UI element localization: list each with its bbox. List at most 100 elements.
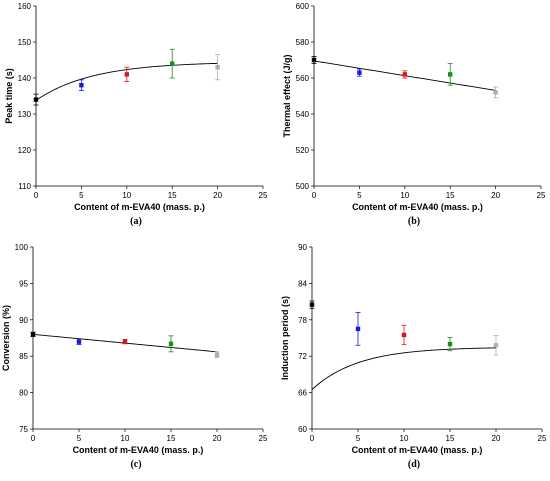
y-axis-title: Induction period (s) <box>280 296 290 380</box>
y-tick-label: 130 <box>18 110 32 119</box>
y-tick-label: 60 <box>298 425 307 434</box>
data-point <box>214 351 220 359</box>
marker <box>76 339 82 344</box>
y-tick-label: 75 <box>19 425 28 434</box>
data-point <box>168 335 174 353</box>
panel-label: (c) <box>130 459 141 470</box>
x-tick-label: 20 <box>492 434 501 443</box>
y-tick-label: 90 <box>298 243 307 252</box>
x-tick-label: 15 <box>446 191 455 200</box>
marker <box>402 72 407 77</box>
x-tick-label: 20 <box>491 191 500 200</box>
marker <box>170 61 175 66</box>
y-tick-label: 500 <box>296 182 310 191</box>
data-point <box>169 48 175 79</box>
data-point <box>401 324 407 346</box>
x-tick-label: 5 <box>77 434 82 443</box>
marker <box>124 72 129 77</box>
y-tick-label: 560 <box>296 74 310 83</box>
y-tick-label: 540 <box>296 110 310 119</box>
marker <box>214 352 220 357</box>
panel-label: (a) <box>130 216 142 227</box>
y-axis-title: Peak time (s) <box>4 68 14 124</box>
x-tick-label: 5 <box>79 191 84 200</box>
y-tick-label: 520 <box>296 146 310 155</box>
data-point <box>76 338 82 345</box>
y-tick-label: 84 <box>298 279 307 288</box>
x-tick-label: 0 <box>312 191 317 200</box>
y-tick-label: 85 <box>19 352 28 361</box>
y-tick-label: 72 <box>298 352 307 361</box>
x-tick-label: 15 <box>168 191 177 200</box>
x-tick-label: 20 <box>213 434 222 443</box>
data-point <box>356 68 362 77</box>
y-tick-label: 110 <box>18 182 31 191</box>
x-tick-label: 5 <box>356 434 361 443</box>
y-tick-label: 95 <box>19 279 28 288</box>
data-point <box>402 70 408 79</box>
marker <box>311 57 317 63</box>
y-tick-label: 580 <box>296 38 310 47</box>
marker <box>168 341 174 347</box>
y-axis-title: Thermal effect (J/g) <box>282 54 292 137</box>
marker <box>79 83 84 88</box>
y-tick-label: 140 <box>18 74 32 83</box>
data-point <box>355 312 361 346</box>
x-tick-label: 0 <box>34 191 39 200</box>
data-point <box>493 86 499 99</box>
marker <box>215 65 220 70</box>
marker <box>355 326 361 332</box>
y-tick-label: 600 <box>296 2 310 11</box>
x-axis-title: Content of m-EVA40 (mass. p.) <box>352 445 483 455</box>
y-tick-label: 120 <box>18 146 32 155</box>
data-point <box>311 56 317 64</box>
marker <box>448 72 453 77</box>
marker <box>122 339 128 344</box>
data-point <box>124 66 130 82</box>
x-tick-label: 10 <box>122 191 131 200</box>
panel-label: (b) <box>408 216 420 227</box>
marker <box>357 70 362 75</box>
x-tick-label: 25 <box>259 191 268 200</box>
data-point <box>447 63 453 86</box>
x-axis-title: Content of m-EVA40 (mass. p.) <box>74 202 205 212</box>
y-tick-label: 90 <box>19 316 28 325</box>
chart-panel-b: 0 5 10 15 20 25 500 520 540 560 580 600 Content of m… <box>282 2 546 227</box>
chart-panel-c: 0 5 10 15 20 25 75 80 85 90 95 100 Content of m-EVA4… <box>1 243 268 470</box>
x-tick-label: 25 <box>538 434 547 443</box>
x-tick-label: 15 <box>446 434 455 443</box>
data-point <box>215 54 221 81</box>
chart-panel-d: 0 5 10 15 20 25 60 66 72 78 84 90 Content of m-EVA40… <box>280 243 547 470</box>
chart-panel-a: 0 5 10 15 20 25 110 120 130 140 150 160 Content of m… <box>4 2 268 227</box>
marker <box>493 90 498 95</box>
y-axis-title: Conversion (%) <box>1 305 11 371</box>
x-tick-label: 0 <box>310 434 315 443</box>
marker <box>309 302 315 307</box>
y-tick-label: 100 <box>15 243 29 252</box>
marker <box>447 341 453 347</box>
data-point <box>309 300 315 309</box>
x-tick-label: 20 <box>213 191 222 200</box>
x-axis-title: Content of m-EVA40 (mass. p.) <box>352 202 483 212</box>
y-tick-label: 80 <box>19 389 28 398</box>
x-tick-label: 0 <box>31 434 36 443</box>
data-point <box>493 335 499 356</box>
data-point <box>33 93 39 106</box>
data-point <box>78 79 84 91</box>
x-tick-label: 15 <box>167 434 176 443</box>
fit-curve <box>311 347 497 390</box>
y-tick-label: 66 <box>298 389 307 398</box>
data-point <box>122 339 128 345</box>
y-tick-label: 78 <box>298 316 307 325</box>
x-tick-label: 10 <box>400 191 409 200</box>
marker <box>30 332 36 337</box>
x-tick-label: 10 <box>400 434 409 443</box>
data-point <box>447 336 453 352</box>
x-tick-label: 10 <box>121 434 130 443</box>
marker <box>401 332 407 338</box>
x-tick-label: 25 <box>259 434 268 443</box>
y-tick-label: 150 <box>18 38 32 47</box>
panel-label: (d) <box>408 459 420 470</box>
x-tick-label: 5 <box>357 191 362 200</box>
